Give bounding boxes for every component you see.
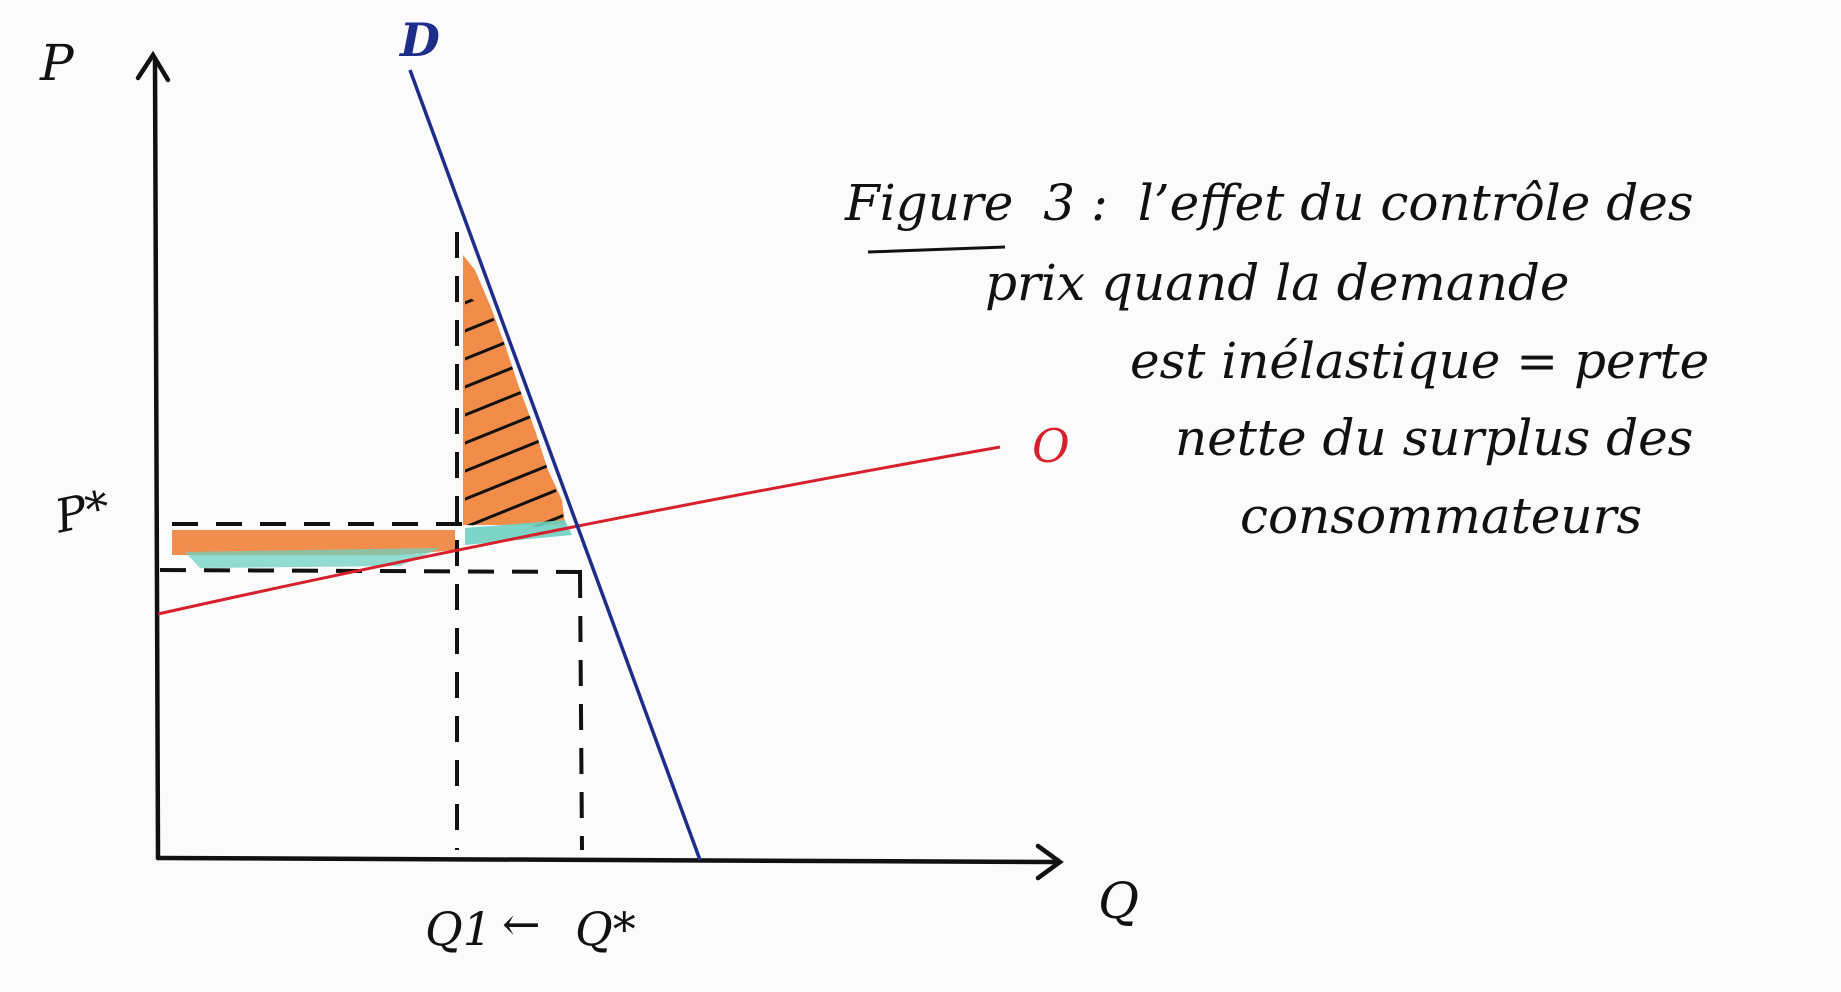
caption-line-3: est inélastique = perte <box>1130 332 1709 390</box>
caption-line-2: prix quand la demande <box>985 254 1569 312</box>
q-arrow: ← <box>502 897 541 951</box>
caption-figure-underline <box>867 245 1006 254</box>
caption-line1-text: l’effet du contrôle des <box>1138 174 1694 232</box>
pstar-dashed-line <box>159 568 583 574</box>
dashed-guides <box>159 232 584 851</box>
demand-curve <box>408 69 702 861</box>
caption-figure-number: 3 : <box>1043 174 1108 232</box>
supply-curve <box>157 445 1001 616</box>
axes <box>135 50 1064 881</box>
x-axis <box>155 855 1058 865</box>
y-axis-label: P <box>39 34 75 92</box>
transfer-rectangle-teal-area <box>185 548 440 568</box>
x-axis-label: Q <box>1098 872 1139 930</box>
caption: Figure 3 : l’effet du contrôle des prix … <box>844 174 1709 545</box>
q1-label: Q1 <box>425 902 492 956</box>
demand-label: D <box>398 13 440 67</box>
transfer-rectangle-orange-area <box>172 530 455 555</box>
caption-line-1: Figure 3 : l’effet du contrôle des <box>844 174 1693 232</box>
y-axis <box>152 57 161 861</box>
caption-figure-word: Figure <box>844 174 1013 232</box>
caption-line-4: nette du surplus des <box>1175 409 1693 467</box>
y-axis-arrowhead <box>135 50 171 83</box>
caption-line-5: consommateurs <box>1240 487 1642 545</box>
price-label: P* <box>49 480 114 544</box>
qstar-label: Q* <box>575 902 636 956</box>
qstar-dashed-line <box>578 571 584 851</box>
teal-triangle-area <box>465 520 572 545</box>
supply-label: O <box>1032 419 1070 473</box>
hatched-deadweight-area <box>465 295 565 528</box>
x-axis-arrowhead <box>1035 843 1064 881</box>
